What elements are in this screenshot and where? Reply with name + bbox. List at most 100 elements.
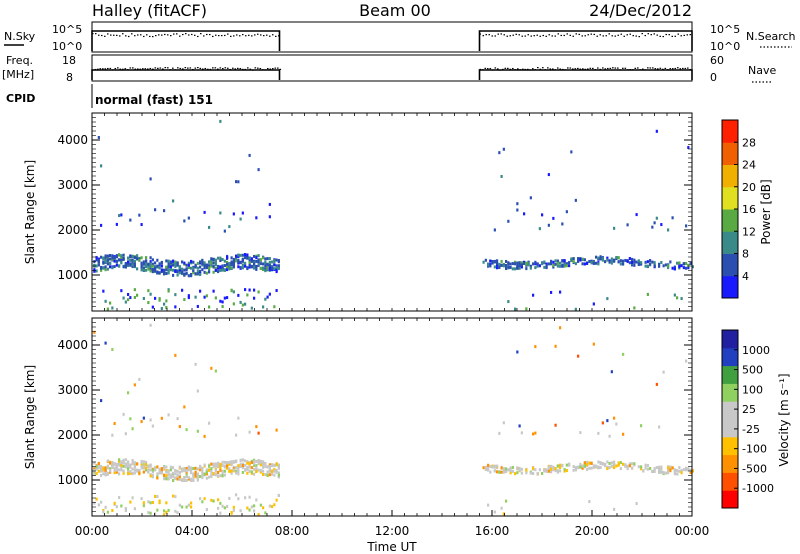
data-cell bbox=[192, 271, 195, 275]
data-cell bbox=[205, 468, 208, 472]
data-cell bbox=[196, 272, 199, 276]
data-cell bbox=[268, 202, 271, 206]
nsearch-dot bbox=[599, 34, 601, 36]
nsearch-dot bbox=[680, 35, 682, 37]
nsearch-dot bbox=[644, 34, 646, 37]
data-cell bbox=[127, 464, 130, 468]
data-cell bbox=[568, 264, 571, 268]
data-cell bbox=[248, 258, 251, 262]
data-cell bbox=[496, 470, 499, 474]
nave-dot bbox=[682, 67, 684, 70]
data-cell bbox=[646, 464, 649, 468]
data-cell bbox=[682, 468, 685, 472]
data-cell bbox=[133, 256, 136, 260]
nsearch-dot bbox=[629, 33, 631, 35]
nsky-panel-frame bbox=[91, 21, 693, 53]
data-cell bbox=[484, 467, 487, 471]
data-cell bbox=[113, 468, 116, 472]
data-cell bbox=[275, 469, 278, 473]
nave-dot bbox=[169, 69, 172, 71]
data-cell bbox=[268, 469, 271, 473]
data-cell bbox=[226, 464, 229, 468]
nave-dot bbox=[489, 67, 492, 70]
data-cell bbox=[178, 425, 181, 429]
data-cell bbox=[676, 469, 679, 473]
data-cell bbox=[662, 471, 665, 475]
data-cell bbox=[219, 474, 222, 478]
data-cell bbox=[253, 259, 256, 263]
data-cell bbox=[669, 469, 672, 473]
data-cell bbox=[142, 260, 145, 264]
data-cell bbox=[241, 458, 244, 462]
data-cell bbox=[149, 511, 152, 515]
data-cell bbox=[570, 258, 573, 262]
data-cell bbox=[489, 264, 492, 268]
power-colorbar-tick-label: 16 bbox=[742, 203, 756, 216]
data-cell bbox=[500, 470, 503, 474]
data-cell bbox=[689, 468, 692, 472]
data-cell bbox=[149, 269, 152, 273]
nsearch-dot bbox=[272, 34, 274, 36]
data-cell bbox=[268, 292, 271, 296]
data-cell bbox=[257, 459, 260, 463]
data-cell bbox=[223, 268, 226, 272]
data-cell bbox=[120, 289, 123, 293]
nave-dot bbox=[482, 69, 484, 71]
data-cell bbox=[264, 511, 267, 515]
data-cell bbox=[230, 511, 233, 515]
data-cell bbox=[133, 261, 136, 265]
data-cell bbox=[509, 262, 512, 266]
data-cell bbox=[277, 466, 280, 470]
nsearch-dot bbox=[527, 34, 529, 36]
data-cell bbox=[507, 219, 510, 223]
data-cell bbox=[192, 260, 195, 264]
data-cell bbox=[273, 469, 276, 473]
data-cell bbox=[181, 260, 184, 264]
data-cell bbox=[214, 268, 217, 272]
data-cell bbox=[253, 509, 256, 513]
data-cell bbox=[561, 222, 564, 226]
nsearch-dot bbox=[539, 35, 541, 37]
nave-dot bbox=[159, 67, 162, 69]
data-cell bbox=[194, 272, 197, 276]
data-cell bbox=[532, 262, 535, 266]
data-cell bbox=[563, 469, 566, 473]
data-cell bbox=[257, 260, 260, 264]
data-cell bbox=[219, 265, 222, 269]
data-cell bbox=[257, 468, 260, 472]
data-cell bbox=[235, 493, 238, 497]
data-cell bbox=[147, 500, 150, 504]
data-cell bbox=[228, 496, 231, 500]
nave-dot bbox=[202, 68, 204, 70]
data-cell bbox=[259, 258, 262, 262]
nave-dot bbox=[127, 69, 129, 71]
data-cell bbox=[651, 260, 654, 264]
nsearch-dot bbox=[521, 35, 523, 37]
data-cell bbox=[230, 260, 233, 264]
data-cell bbox=[223, 506, 226, 510]
data-cell bbox=[201, 259, 204, 263]
data-cell bbox=[223, 465, 226, 469]
data-cell bbox=[246, 467, 249, 471]
data-cell bbox=[230, 469, 233, 473]
nave-dot bbox=[572, 68, 574, 70]
data-cell bbox=[133, 471, 136, 475]
nsearch-tick-lo: 10^0 bbox=[710, 40, 740, 53]
data-cell bbox=[640, 261, 643, 265]
data-cell bbox=[219, 501, 222, 505]
data-cell bbox=[97, 469, 100, 473]
data-cell bbox=[104, 470, 107, 474]
nave-dot bbox=[504, 67, 507, 69]
data-cell bbox=[95, 269, 98, 273]
data-cell bbox=[210, 467, 213, 471]
data-cell bbox=[248, 256, 251, 260]
data-cell bbox=[167, 271, 170, 275]
data-cell bbox=[192, 479, 195, 483]
nsearch-dot bbox=[152, 35, 154, 38]
data-cell bbox=[667, 466, 670, 470]
data-cell bbox=[264, 264, 267, 268]
data-cell bbox=[147, 267, 150, 271]
data-cell bbox=[646, 264, 649, 268]
data-cell bbox=[109, 467, 112, 471]
data-cell bbox=[608, 466, 611, 470]
